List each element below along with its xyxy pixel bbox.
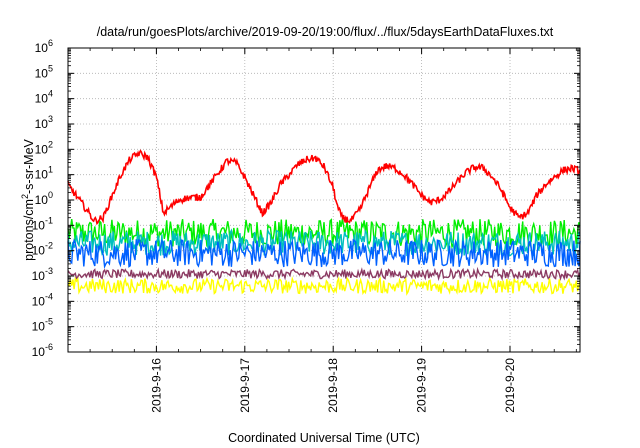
series-line-4 — [67, 237, 581, 270]
y-axis-ticks: 10-6 10-5 10-4 10-3 10-2 10-1 100 101 102 103 104 1… — [32, 38, 580, 359]
y-tick-label: 10-5 — [32, 317, 53, 334]
series-line-1 — [67, 149, 581, 226]
y-tick-label: 103 — [35, 114, 53, 131]
x-tick-label: 2019-9-18 — [326, 358, 340, 413]
y-tick-label: 104 — [35, 89, 53, 106]
series-line-2 — [67, 218, 581, 250]
grid-lines — [68, 48, 580, 352]
x-axis-ticks: 2019-9-16 2019-9-17 2019-9-18 2019-9-19 2019… — [89, 48, 577, 413]
y-axis-label-rest: -s-sr-MeV — [22, 138, 36, 194]
x-tick-label: 2019-9-16 — [149, 358, 163, 413]
y-tick-label: 10-4 — [32, 291, 53, 308]
y-axis-label-superscript: 2 — [20, 194, 30, 199]
x-tick-label: 2019-9-17 — [238, 358, 252, 413]
y-tick-label: 102 — [35, 139, 53, 156]
y-tick-label: 100 — [35, 190, 53, 207]
x-axis-label: Coordinated Universal Time (UTC) — [228, 431, 420, 445]
y-tick-label: 10-3 — [32, 266, 53, 283]
y-tick-label: 101 — [35, 165, 53, 182]
y-tick-label: 105 — [35, 63, 53, 80]
y-tick-label: 10-6 — [32, 342, 53, 359]
y-tick-label: 10-2 — [32, 241, 53, 258]
series-line-6 — [67, 276, 581, 296]
y-axis-label-main: protons/cm — [22, 199, 36, 261]
series-group — [67, 149, 581, 296]
chart-title: /data/run/goesPlots/archive/2019-09-20/1… — [97, 25, 554, 39]
y-axis-label: protons/cm2-s-sr-MeV — [20, 138, 36, 260]
y-tick-label: 106 — [35, 38, 53, 55]
y-tick-label: 10-1 — [32, 215, 53, 232]
series-line-5 — [67, 266, 581, 282]
x-tick-label: 2019-9-20 — [503, 358, 517, 413]
x-tick-label: 2019-9-19 — [415, 358, 429, 413]
